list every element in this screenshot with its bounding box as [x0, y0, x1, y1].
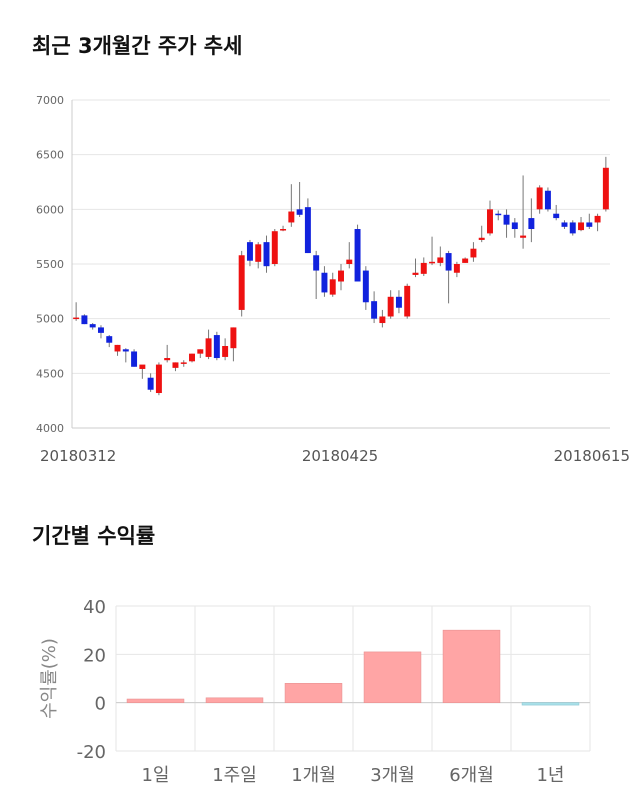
- candle-body: [553, 213, 560, 219]
- y-tick-label: -20: [77, 742, 106, 763]
- candle-body: [263, 242, 270, 267]
- candle-body: [544, 190, 551, 210]
- candle-body: [569, 222, 576, 234]
- x-tick-label: 20180615: [554, 447, 630, 465]
- candle-body: [437, 257, 444, 263]
- candle-body: [354, 229, 361, 282]
- candle-body: [412, 272, 419, 275]
- candle-body: [395, 296, 402, 308]
- candle-body: [122, 349, 129, 352]
- candle-body: [197, 349, 204, 354]
- x-tick-label: 1년: [536, 765, 564, 786]
- candle-body: [189, 353, 195, 362]
- return-bar: [284, 683, 343, 703]
- candle-body: [561, 222, 568, 227]
- candle-body: [387, 296, 394, 317]
- candle-body: [106, 336, 113, 343]
- candle-body: [462, 258, 469, 263]
- candle-body: [222, 346, 229, 357]
- candle-body: [536, 187, 543, 210]
- y-tick-label: 4500: [36, 367, 64, 380]
- candle-body: [329, 279, 336, 295]
- candle-body: [114, 344, 121, 352]
- y-tick-label: 4000: [36, 422, 64, 435]
- candle-body: [520, 235, 527, 238]
- candle-body: [164, 358, 171, 361]
- x-tick-label: 6개월: [449, 765, 494, 786]
- candle-body: [346, 259, 353, 264]
- x-tick-label: 3개월: [370, 765, 415, 786]
- candle-body: [511, 222, 518, 230]
- candle-body: [246, 242, 253, 261]
- candle-body: [280, 229, 287, 231]
- candle-body: [73, 317, 80, 320]
- x-tick-label: 1일: [141, 765, 169, 786]
- candle-body: [528, 218, 535, 230]
- candle-body: [586, 222, 593, 227]
- y-tick-label: 20: [83, 645, 106, 666]
- return-bar: [126, 698, 185, 703]
- candle-body: [288, 211, 295, 223]
- x-tick-label: 1주일: [212, 765, 257, 786]
- candle-body: [313, 255, 320, 271]
- y-tick-label: 5500: [36, 258, 64, 271]
- candle-body: [230, 327, 237, 349]
- candle-body: [205, 338, 212, 357]
- y-tick-label: 6500: [36, 149, 64, 162]
- candle-body: [155, 364, 162, 394]
- candle-body: [371, 301, 378, 319]
- candle-body: [255, 244, 262, 262]
- candle-body: [404, 285, 411, 317]
- candle-body: [487, 209, 493, 234]
- y-tick-label: 40: [83, 597, 106, 618]
- candle-body: [296, 209, 303, 215]
- candle-body: [338, 270, 344, 282]
- return-bar: [205, 697, 264, 703]
- y-tick-label: 0: [95, 694, 106, 715]
- candle-body: [445, 253, 452, 271]
- candle-body: [97, 327, 104, 333]
- candle-body: [213, 335, 220, 359]
- x-tick-label: 1개월: [291, 765, 336, 786]
- x-tick-label: 20180425: [302, 447, 378, 465]
- candle-body: [453, 264, 460, 273]
- candle-body: [180, 362, 187, 364]
- candle-body: [470, 248, 477, 258]
- candle-body: [139, 364, 146, 369]
- candle-body: [429, 261, 436, 264]
- candle-body: [495, 213, 502, 216]
- candle-body: [304, 207, 311, 254]
- x-tick-label: 20180312: [40, 447, 116, 465]
- y-axis-label: 수익률(%): [39, 638, 60, 719]
- candlestick-chart: 4000 4500 5000 5500 6000 6500 7000 20180312 2018…: [36, 94, 630, 465]
- candle-body: [238, 255, 245, 310]
- return-bar: [521, 702, 580, 706]
- candle-body: [379, 316, 386, 324]
- price-chart-title: 최근 3개월간 주가 추세: [32, 34, 243, 58]
- return-bar: [442, 629, 501, 703]
- candle-body: [594, 215, 601, 223]
- candle-body: [478, 237, 485, 240]
- candle-body: [172, 362, 179, 368]
- candle-body: [578, 222, 585, 231]
- candle-body: [602, 167, 609, 210]
- returns-chart-title: 기간별 수익률: [32, 524, 156, 548]
- candle-body: [81, 315, 88, 325]
- candle-body: [271, 231, 278, 264]
- candle-body: [503, 214, 510, 225]
- candle-body: [147, 377, 154, 390]
- candle-body: [420, 262, 427, 274]
- candle-body: [321, 272, 328, 293]
- y-tick-label: 6000: [36, 203, 64, 216]
- candle-body: [362, 270, 369, 303]
- candle-body: [131, 351, 138, 367]
- y-tick-label: 5000: [36, 313, 64, 326]
- return-bar: [363, 651, 422, 703]
- candle-body: [89, 324, 96, 328]
- y-tick-label: 7000: [36, 94, 64, 107]
